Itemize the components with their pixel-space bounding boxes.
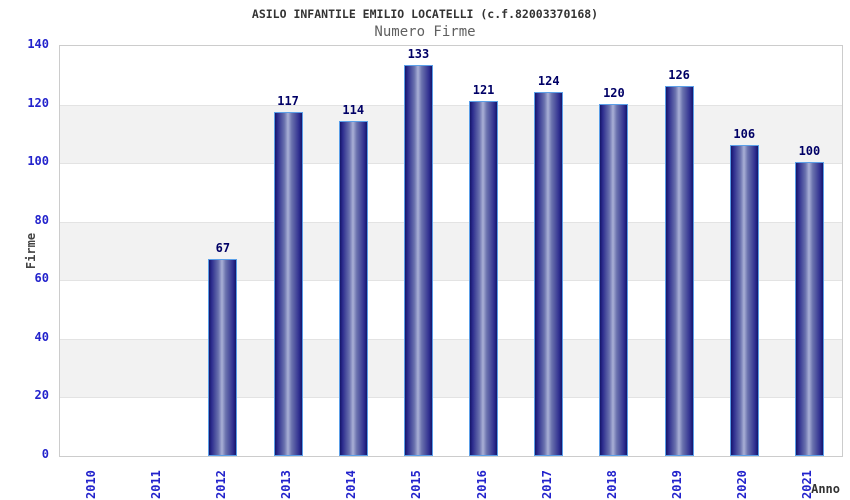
bar-2019 <box>664 86 694 456</box>
bar-value-label-2017: 124 <box>537 74 560 88</box>
chart-subtitle: Numero Firme <box>374 24 476 40</box>
y-tick-label-100: 100 <box>27 154 49 169</box>
x-tick-label-2011: 2011 <box>148 470 163 499</box>
y-tick-label-40: 40 <box>34 329 49 344</box>
x-tick-label-2020: 2020 <box>735 470 750 499</box>
x-tick-label-2010: 2010 <box>83 470 98 499</box>
bar-value-label-2016: 121 <box>472 83 495 97</box>
bar-value-label-2012: 67 <box>215 241 231 255</box>
bar-2012 <box>208 259 238 456</box>
y-tick-label-60: 60 <box>34 271 49 286</box>
chart-title: ASILO INFANTILE EMILIO LOCATELLI (c.f.82… <box>251 7 599 21</box>
plot-band <box>60 338 842 398</box>
x-tick-label-2015: 2015 <box>409 470 424 499</box>
plot-band <box>60 104 842 164</box>
x-axis-title: Anno <box>811 482 840 496</box>
bar-value-label-2019: 126 <box>668 68 690 82</box>
plot-band <box>60 163 842 222</box>
bar-value-label-2014: 114 <box>342 103 365 117</box>
plot-band <box>60 46 842 105</box>
bar-value-label-2015: 133 <box>407 47 430 61</box>
x-tick-label-2012: 2012 <box>213 470 228 499</box>
x-tick-label-2016: 2016 <box>474 470 489 499</box>
bar-value-label-2018: 120 <box>603 86 625 100</box>
bar-2013 <box>273 112 303 456</box>
y-axis-title: Firme <box>24 232 38 270</box>
y-tick-label-80: 80 <box>34 212 49 227</box>
y-tick-label-120: 120 <box>27 95 49 110</box>
y-tick-label-0: 0 <box>41 447 49 461</box>
y-tick-label-140: 140 <box>27 37 49 51</box>
x-tick-label-2014: 2014 <box>344 470 359 499</box>
bar-value-label-2013: 117 <box>277 94 299 108</box>
y-tick-label-20: 20 <box>34 388 49 403</box>
bar-2014 <box>338 121 368 456</box>
plot-area: 67 117 114 133 121 124 120 126 106 100 <box>59 45 843 457</box>
bar-2017 <box>534 92 564 456</box>
bar-2021 <box>794 162 824 456</box>
plot-band <box>60 280 842 339</box>
bar-2018 <box>599 104 629 456</box>
bar-2015 <box>403 65 433 456</box>
x-tick-label-2019: 2019 <box>670 470 685 499</box>
x-tick-label-2017: 2017 <box>539 470 554 499</box>
bar-2016 <box>469 101 499 456</box>
bar-2020 <box>729 145 759 456</box>
plot-band <box>60 221 842 281</box>
x-tick-label-2018: 2018 <box>604 470 619 499</box>
bar-value-label-2021: 100 <box>798 144 821 158</box>
x-tick-label-2013: 2013 <box>279 470 294 499</box>
plot-band <box>60 397 842 456</box>
bar-value-label-2020: 106 <box>733 127 756 141</box>
x-tick-label-2021: 2021 <box>800 470 815 499</box>
